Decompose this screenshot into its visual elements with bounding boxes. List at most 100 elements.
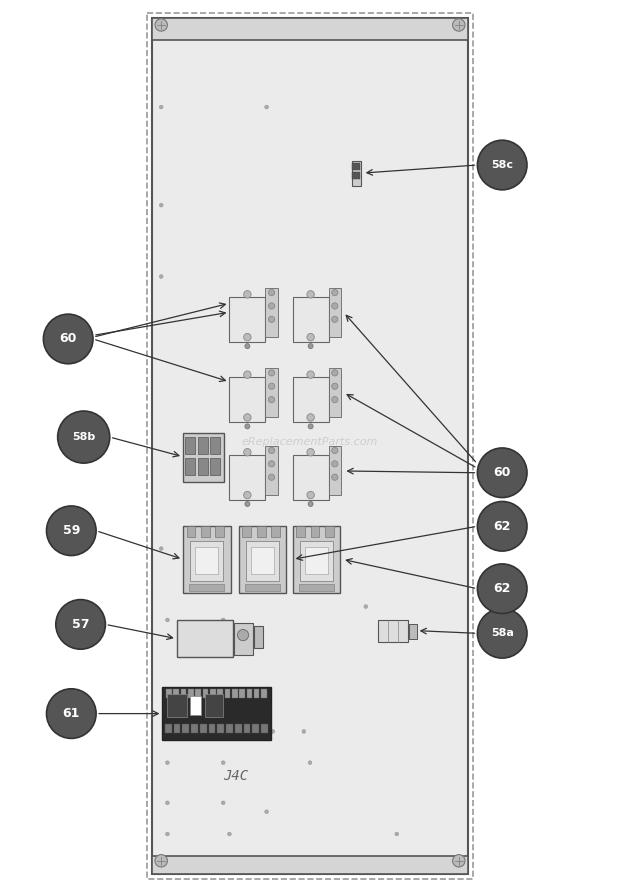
Bar <box>232 689 237 698</box>
Bar <box>409 624 417 639</box>
Bar <box>224 689 230 698</box>
Bar <box>183 526 231 593</box>
Bar <box>305 547 328 574</box>
Circle shape <box>268 317 275 322</box>
Text: 57: 57 <box>72 618 89 631</box>
Circle shape <box>271 730 275 733</box>
Text: 59: 59 <box>63 524 80 537</box>
Bar <box>190 696 201 715</box>
Bar <box>229 377 265 422</box>
Bar <box>152 18 468 40</box>
Text: 58c: 58c <box>491 160 513 170</box>
Circle shape <box>43 314 93 364</box>
Circle shape <box>166 618 169 622</box>
Circle shape <box>332 384 338 389</box>
Circle shape <box>307 371 314 378</box>
Bar <box>254 689 259 698</box>
Bar <box>293 526 340 593</box>
Text: 61: 61 <box>63 707 80 720</box>
Circle shape <box>237 630 249 640</box>
Circle shape <box>268 397 275 402</box>
Bar <box>210 689 216 698</box>
Circle shape <box>307 334 314 341</box>
Bar <box>293 297 329 342</box>
Bar <box>205 694 223 717</box>
Circle shape <box>244 371 251 378</box>
Bar <box>147 13 473 879</box>
Bar <box>246 541 279 581</box>
Bar <box>208 724 215 733</box>
Bar <box>152 856 468 874</box>
Bar <box>226 724 233 733</box>
Bar <box>200 724 206 733</box>
Circle shape <box>245 424 250 429</box>
Circle shape <box>307 291 314 298</box>
Circle shape <box>265 810 268 814</box>
Text: 62: 62 <box>494 582 511 595</box>
Circle shape <box>307 491 314 499</box>
Circle shape <box>245 343 250 349</box>
Circle shape <box>234 730 237 733</box>
Circle shape <box>244 491 251 499</box>
Bar <box>257 526 265 537</box>
Circle shape <box>332 448 338 453</box>
Bar <box>235 724 242 733</box>
Bar <box>329 446 341 495</box>
Circle shape <box>56 599 105 649</box>
Bar <box>242 526 251 537</box>
Circle shape <box>302 730 306 733</box>
Bar <box>299 584 334 591</box>
Bar <box>195 547 218 574</box>
Bar <box>239 526 286 593</box>
Circle shape <box>159 547 163 550</box>
Circle shape <box>477 564 527 614</box>
Bar <box>210 437 220 453</box>
Circle shape <box>268 303 275 309</box>
Circle shape <box>308 501 313 507</box>
Circle shape <box>159 275 163 278</box>
Circle shape <box>332 317 338 322</box>
Bar <box>203 689 208 698</box>
Circle shape <box>477 501 527 551</box>
Bar <box>174 724 180 733</box>
Circle shape <box>245 501 250 507</box>
Bar <box>245 584 280 591</box>
Bar <box>183 433 224 482</box>
Bar <box>185 458 195 475</box>
Bar <box>167 694 187 717</box>
Circle shape <box>265 105 268 109</box>
Bar <box>234 623 253 655</box>
Circle shape <box>221 801 225 805</box>
Circle shape <box>307 414 314 421</box>
Bar <box>152 18 468 874</box>
Circle shape <box>166 801 169 805</box>
Text: 60: 60 <box>494 467 511 479</box>
Circle shape <box>307 449 314 456</box>
Circle shape <box>477 448 527 498</box>
Bar <box>293 377 329 422</box>
Bar <box>177 620 232 657</box>
Circle shape <box>155 19 167 31</box>
Circle shape <box>268 384 275 389</box>
Circle shape <box>46 689 96 739</box>
Bar <box>188 689 193 698</box>
Bar <box>210 458 220 475</box>
Circle shape <box>477 608 527 658</box>
Circle shape <box>332 370 338 376</box>
Circle shape <box>159 105 163 109</box>
Circle shape <box>155 855 167 867</box>
Circle shape <box>166 761 169 764</box>
Bar <box>254 626 263 648</box>
Text: 62: 62 <box>494 520 511 533</box>
Circle shape <box>268 475 275 480</box>
Bar <box>265 446 278 495</box>
Bar <box>247 689 252 698</box>
Bar <box>325 526 334 537</box>
Bar <box>198 458 208 475</box>
Bar <box>293 455 329 500</box>
Bar <box>218 689 223 698</box>
Circle shape <box>395 832 399 836</box>
Circle shape <box>221 761 225 764</box>
Bar <box>251 547 274 574</box>
Circle shape <box>166 832 169 836</box>
